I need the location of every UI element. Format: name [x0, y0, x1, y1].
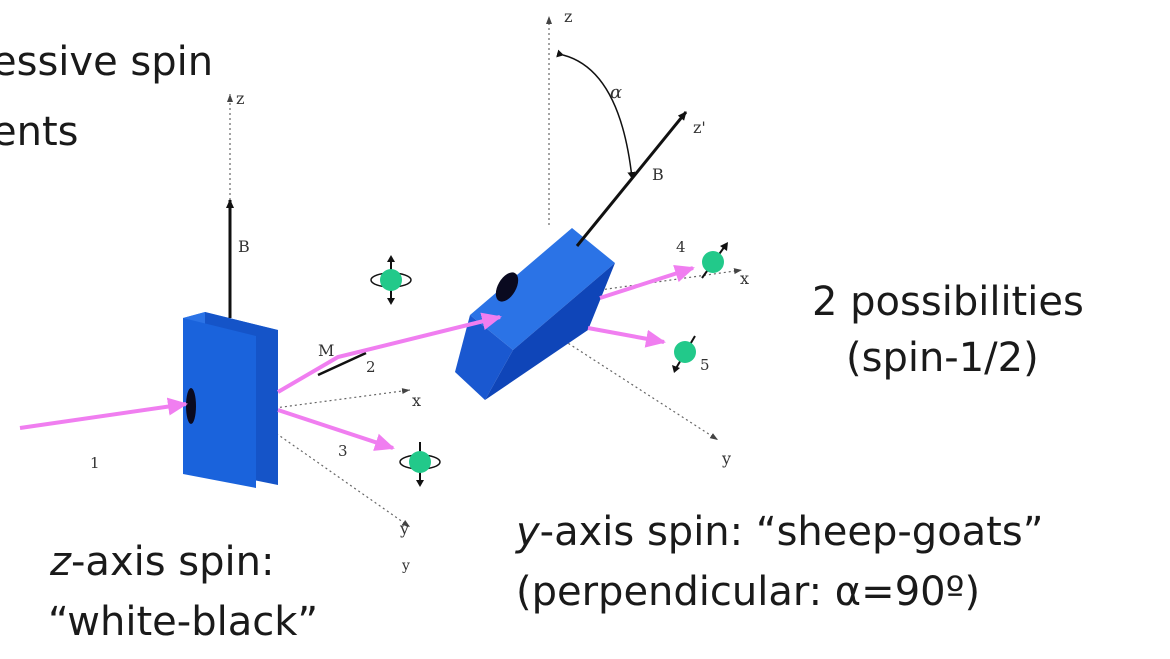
- label-y-lower: y: [401, 558, 410, 574]
- b-field-arrow-right: [575, 111, 688, 247]
- beam-1: [19, 397, 188, 430]
- title-line-1: essive spin: [0, 39, 214, 85]
- label-y-left: y: [399, 519, 409, 538]
- label-beam-3: 3: [338, 442, 348, 460]
- label-z-prime: z': [693, 118, 706, 137]
- y-axis-text: -axis spin: “sheep-goats”: [539, 509, 1044, 555]
- y-axis-caption-line-2: (perpendicular: α=90º): [516, 569, 981, 615]
- beam-3: [277, 408, 395, 451]
- label-beam-5: 5: [700, 356, 710, 374]
- magnet-z: [183, 312, 278, 488]
- label-z-right: z: [564, 7, 572, 26]
- beam-4: [599, 264, 695, 300]
- particle-spin-precess: [370, 255, 412, 305]
- y-axis-right: [559, 337, 719, 441]
- label-z-left: z: [236, 89, 244, 108]
- label-b-left: B: [238, 237, 250, 256]
- magnet-z-hole: [186, 388, 196, 424]
- x-axis-left: [274, 388, 411, 409]
- label-x-right: x: [740, 269, 749, 288]
- label-b-right: B: [652, 165, 664, 184]
- label-y-right: y: [721, 449, 731, 468]
- beam-5: [587, 326, 666, 348]
- particle-spin-3: [399, 442, 441, 487]
- magnet-alpha-hole: [495, 272, 519, 302]
- particle-spin-4: [701, 242, 728, 279]
- particle-spin-5: [672, 335, 696, 373]
- z-axis-caption-line-2: “white-black”: [48, 599, 319, 645]
- z-axis-prefix: z: [50, 539, 71, 585]
- alpha-arc: [556, 49, 636, 179]
- possibilities-line-2: (spin-1/2): [846, 335, 1039, 381]
- y-axis-left: [259, 421, 411, 528]
- label-alpha: α: [610, 82, 622, 103]
- label-beam-1: 1: [90, 454, 100, 472]
- beam-2: [276, 312, 502, 394]
- title-line-2: ents: [0, 109, 79, 155]
- x-axis-right: [599, 268, 743, 291]
- label-beam-2: 2: [366, 358, 376, 376]
- y-axis-caption-line-1: y-axis spin: “sheep-goats”: [516, 508, 1043, 556]
- possibilities-line-1: 2 possibilities: [812, 279, 1084, 325]
- label-beam-4: 4: [676, 238, 686, 256]
- z-axis-caption-line-1: z-axis spin:: [50, 538, 274, 586]
- m-slit: [317, 351, 367, 377]
- magnet-alpha: [455, 228, 615, 400]
- label-m: M: [318, 341, 334, 360]
- z-axis-text: -axis spin:: [71, 539, 275, 585]
- label-x-left: x: [412, 391, 421, 410]
- y-axis-prefix: y: [516, 509, 540, 555]
